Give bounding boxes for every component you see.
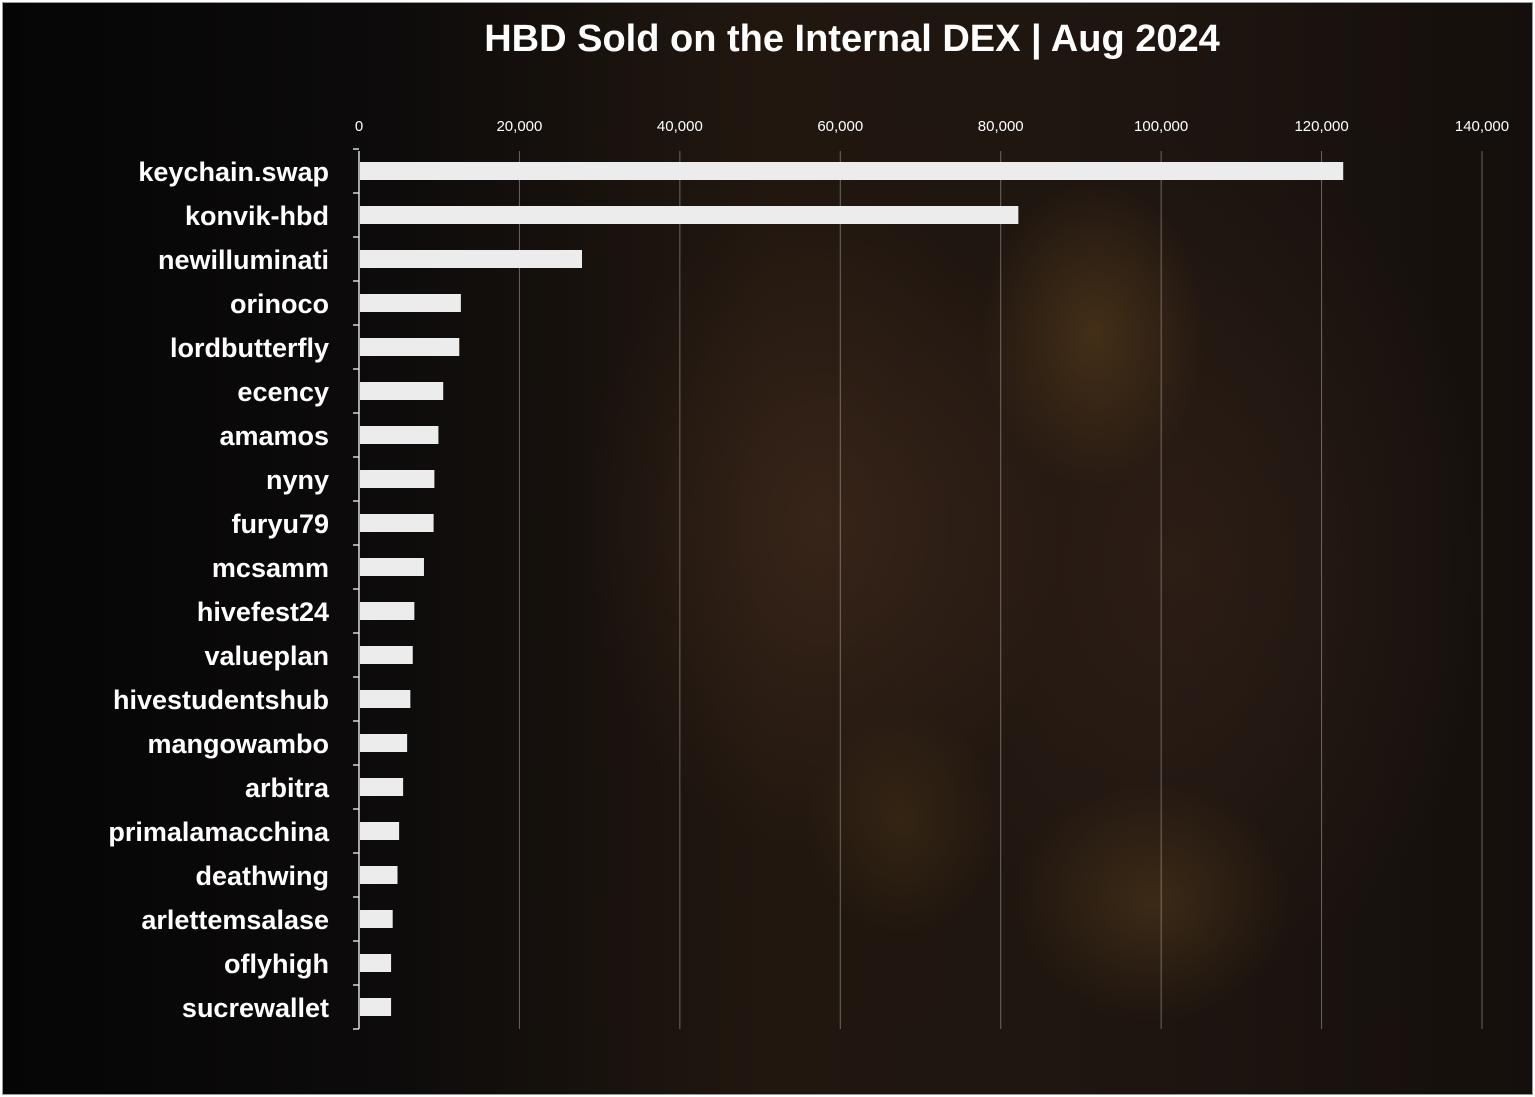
- bar: [360, 602, 415, 620]
- x-tick-label: 100,000: [1134, 118, 1188, 135]
- category-label: arbitra: [245, 773, 330, 803]
- bar: [360, 734, 408, 752]
- category-label: nyny: [266, 465, 329, 495]
- category-label: mangowambo: [147, 729, 329, 759]
- bar: [360, 778, 404, 796]
- x-axis-ticks: 0 20,000 40,000 60,000 80,000 100,000 120,000 1…: [355, 118, 1509, 135]
- bar: [360, 866, 398, 884]
- bar: [360, 162, 1344, 180]
- x-tick-label: 80,000: [978, 118, 1024, 135]
- category-label: oflyhigh: [224, 949, 329, 979]
- category-label: ecency: [237, 377, 329, 407]
- bar: [360, 206, 1019, 224]
- bar: [360, 250, 582, 268]
- bar: [360, 910, 393, 928]
- category-label: mcsamm: [212, 553, 329, 583]
- category-label: sucrewallet: [182, 993, 329, 1023]
- bars: [360, 162, 1344, 1016]
- x-tick-label: 60,000: [817, 118, 863, 135]
- category-label: newilluminati: [158, 245, 329, 275]
- category-label: arlettemsalase: [141, 905, 329, 935]
- category-label: hivestudentshub: [113, 685, 329, 715]
- chart-title: HBD Sold on the Internal DEX | Aug 2024: [484, 18, 1220, 60]
- category-label: primalamacchina: [108, 817, 330, 847]
- bar: [360, 690, 411, 708]
- x-tick-label: 20,000: [496, 118, 542, 135]
- bar: [360, 954, 392, 972]
- bar-chart: HBD Sold on the Internal DEX | Aug 2024 …: [108, 18, 1509, 1030]
- category-label: keychain.swap: [138, 157, 329, 187]
- gridlines: [518, 151, 1483, 1029]
- bar: [360, 382, 444, 400]
- category-labels: keychain.swap konvik-hbd newilluminati orin…: [108, 157, 330, 1023]
- bar: [360, 426, 439, 444]
- bar: [360, 294, 461, 312]
- bar: [360, 998, 392, 1016]
- x-tick-label: 0: [355, 118, 363, 135]
- category-label: konvik-hbd: [185, 201, 329, 231]
- bar: [360, 470, 435, 488]
- bar: [360, 338, 460, 356]
- bar: [360, 646, 413, 664]
- category-axis: [353, 148, 360, 1030]
- category-label: deathwing: [196, 861, 330, 891]
- bar: [360, 822, 400, 840]
- category-label: hivefest24: [197, 597, 329, 627]
- bar: [360, 514, 434, 532]
- category-label: orinoco: [230, 289, 329, 319]
- bar: [360, 558, 424, 576]
- category-label: amamos: [219, 421, 329, 451]
- category-label: valueplan: [204, 641, 329, 671]
- x-tick-label: 40,000: [657, 118, 703, 135]
- x-tick-label: 120,000: [1294, 118, 1348, 135]
- category-label: furyu79: [231, 509, 329, 539]
- x-tick-label: 140,000: [1455, 118, 1509, 135]
- category-label: lordbutterfly: [170, 333, 329, 363]
